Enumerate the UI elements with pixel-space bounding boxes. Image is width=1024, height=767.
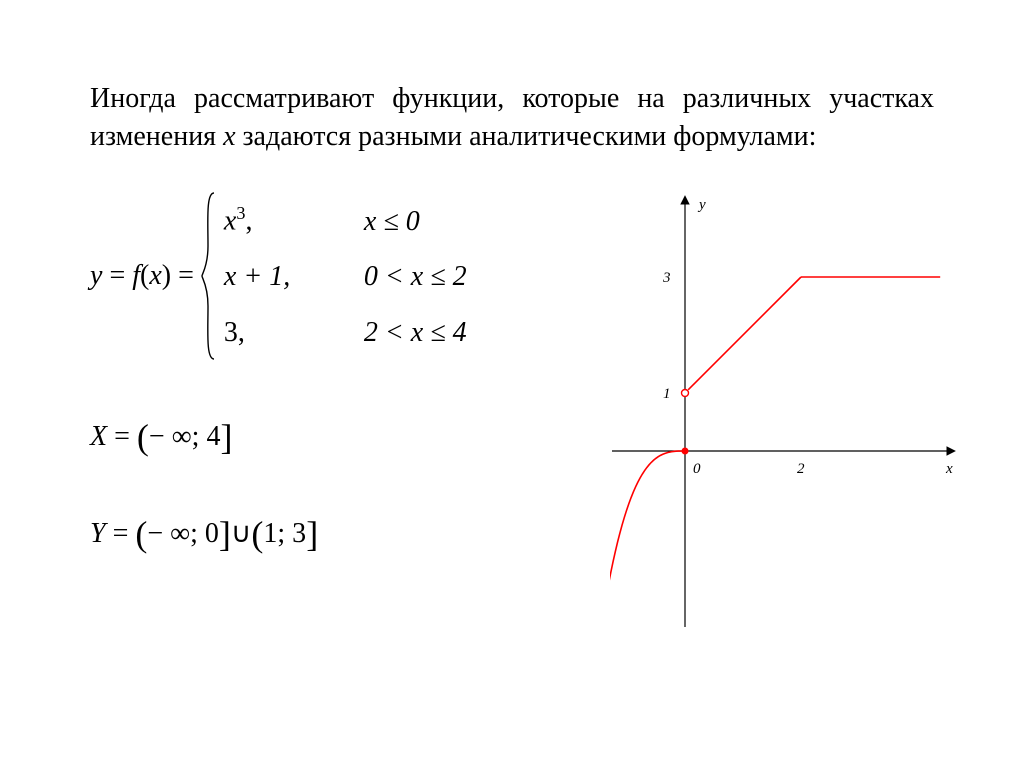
left-brace-icon	[200, 191, 218, 361]
paragraph-text-after: задаются разными аналитическими формулам…	[236, 121, 817, 152]
svg-text:1: 1	[663, 386, 671, 402]
domain-content: − ∞; 4	[149, 421, 221, 452]
range-p2-open: (	[251, 514, 263, 554]
cases-list: x3, x ≤ 0 x + 1, 0 < x ≤ 2 3, 2 < x ≤ 4	[224, 191, 467, 361]
domain-line: X = (− ∞; 4]	[90, 416, 610, 458]
function-plot: y x 0 2 1 3	[610, 191, 960, 631]
range-Y: Y	[90, 518, 106, 549]
lhs-close: )	[162, 260, 171, 291]
formula-column: y = f(x) = x3, x ≤ 0 x	[90, 191, 610, 636]
svg-text:x: x	[945, 461, 953, 477]
case-expr-2: x + 1,	[224, 263, 334, 291]
svg-text:3: 3	[662, 270, 671, 286]
case-cond-2: 0 < x ≤ 2	[364, 263, 467, 291]
range-union: ∪	[231, 518, 252, 549]
range-p1-open: (	[135, 514, 147, 554]
lhs-f: f	[132, 260, 140, 291]
case-cond-3: 2 < x ≤ 4	[364, 319, 467, 347]
case1-tail: ,	[245, 206, 252, 237]
case-row-3: 3, 2 < x ≤ 4	[224, 319, 467, 347]
range-p2-content: 1; 3	[263, 518, 306, 549]
case-expr-3: 3,	[224, 319, 334, 347]
domain-X: X	[90, 421, 107, 452]
domain-open: (	[137, 417, 149, 457]
domain-close: ]	[220, 417, 232, 457]
lhs-open: (	[140, 260, 149, 291]
svg-text:y: y	[697, 197, 706, 213]
case-row-1: x3, x ≤ 0	[224, 204, 467, 235]
piecewise-lhs: y = f(x) =	[90, 260, 194, 292]
intro-paragraph: Иногда рассматривают функции, которые на…	[90, 80, 934, 156]
slide-page: Иногда рассматривают функции, которые на…	[0, 0, 1024, 767]
lhs-eq1: =	[102, 260, 132, 291]
case-row-2: x + 1, 0 < x ≤ 2	[224, 263, 467, 291]
lhs-x: x	[149, 260, 161, 291]
piecewise-definition: y = f(x) = x3, x ≤ 0 x	[90, 191, 610, 361]
svg-text:0: 0	[693, 461, 701, 477]
domain-eq: =	[107, 421, 137, 452]
svg-text:2: 2	[797, 461, 805, 477]
case1-base: x	[224, 206, 236, 237]
range-p1-content: − ∞; 0	[147, 518, 219, 549]
range-p2-close: ]	[306, 514, 318, 554]
content-row: y = f(x) = x3, x ≤ 0 x	[90, 191, 934, 636]
case-cond-1: x ≤ 0	[364, 208, 420, 236]
paragraph-var-x: x	[223, 121, 235, 152]
brace-block: x3, x ≤ 0 x + 1, 0 < x ≤ 2 3, 2 < x ≤ 4	[200, 191, 467, 361]
range-eq: =	[106, 518, 136, 549]
lhs-eq2: =	[171, 260, 194, 291]
case-expr-1: x3,	[224, 204, 334, 235]
range-line: Y = (− ∞; 0]∪(1; 3]	[90, 513, 610, 555]
range-p1-close: ]	[219, 514, 231, 554]
chart-column: y x 0 2 1 3	[610, 191, 960, 636]
lhs-y: y	[90, 260, 102, 291]
